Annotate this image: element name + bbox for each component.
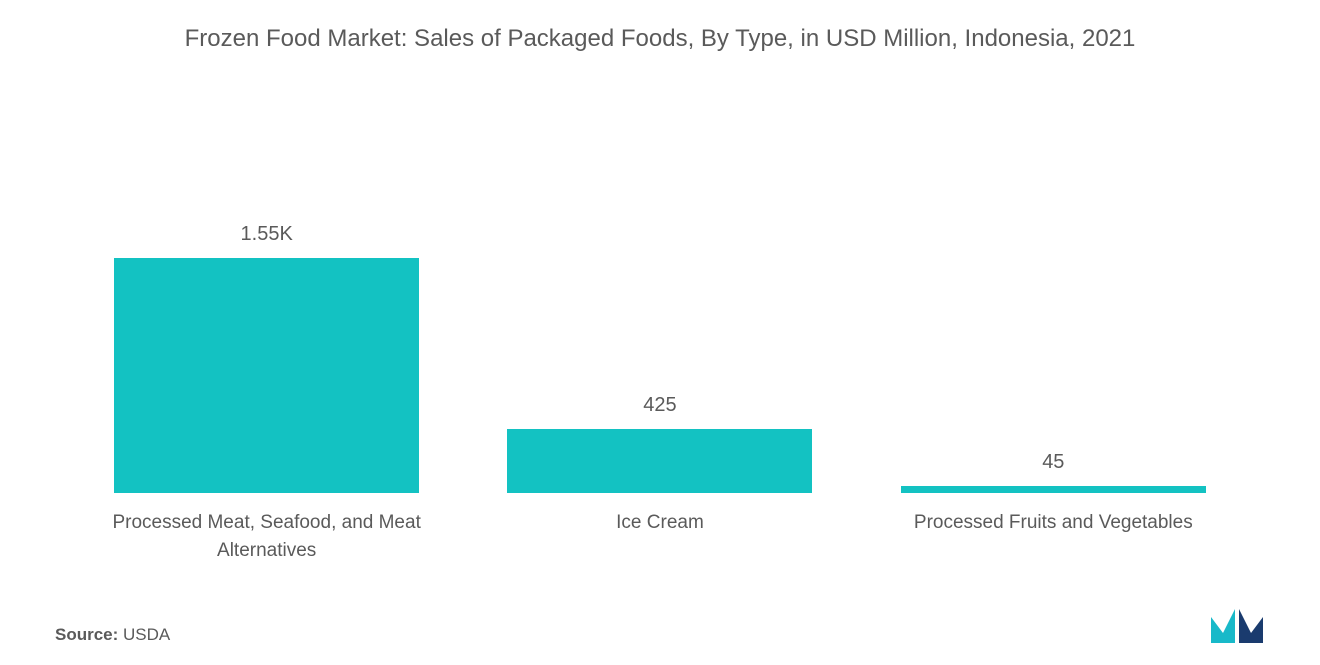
mordor-logo-icon — [1209, 605, 1265, 645]
category-label-1: Ice Cream — [616, 509, 704, 564]
bar-2 — [901, 486, 1206, 493]
bar-group-1: 425 — [470, 394, 850, 493]
label-cell-1: Ice Cream — [470, 493, 850, 564]
bar-group-0: 1.55K — [77, 223, 457, 493]
bar-value-1: 425 — [643, 394, 676, 417]
chart-title: Frozen Food Market: Sales of Packaged Fo… — [50, 25, 1270, 53]
bar-value-0: 1.55K — [241, 223, 293, 246]
category-label-2: Processed Fruits and Vegetables — [914, 509, 1193, 564]
chart-plot-area: 1.55K 425 45 — [50, 113, 1270, 493]
chart-footer: Source: USDA — [55, 605, 1265, 645]
source-label: Source: — [55, 625, 118, 644]
source-line: Source: USDA — [55, 625, 170, 645]
category-label-0: Processed Meat, Seafood, and Meat Altern… — [87, 509, 447, 564]
label-cell-0: Processed Meat, Seafood, and Meat Altern… — [77, 493, 457, 564]
label-cell-2: Processed Fruits and Vegetables — [863, 493, 1243, 564]
source-value: USDA — [123, 625, 170, 644]
bar-value-2: 45 — [1042, 451, 1064, 474]
bar-1 — [507, 429, 812, 493]
bar-group-2: 45 — [863, 451, 1243, 493]
bar-0 — [114, 258, 419, 493]
category-labels-row: Processed Meat, Seafood, and Meat Altern… — [50, 493, 1270, 564]
